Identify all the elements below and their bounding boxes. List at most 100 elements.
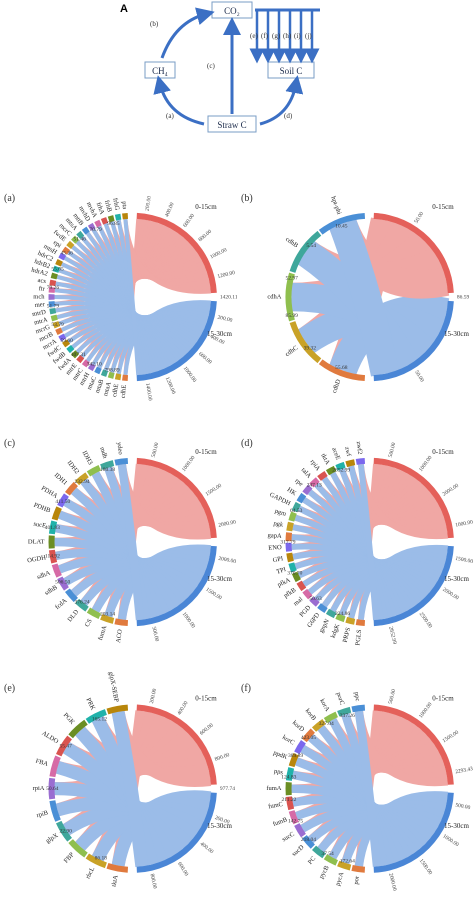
gene-arc xyxy=(122,212,129,220)
gene-arc xyxy=(311,845,326,859)
gene-label: CS xyxy=(84,618,94,629)
gene-label: mtaB xyxy=(94,378,106,394)
chord-diagram-f: (f) por pycA pycB PC sucD sucC fumB fumC fumA pps p… xyxy=(237,655,474,898)
gene-label: fumC xyxy=(268,801,284,811)
gene-arc xyxy=(296,492,307,504)
value-label: 79.26 xyxy=(47,285,60,291)
value-label: 411.50 xyxy=(55,499,70,505)
gene-arc xyxy=(318,212,366,235)
depth-label: 15-30cm xyxy=(207,330,232,338)
gene-label: kdgK xyxy=(330,623,342,639)
gene-arc xyxy=(302,588,313,600)
gene-arc xyxy=(55,327,63,335)
gene-arc xyxy=(86,607,101,619)
depth-arc-15-30cm xyxy=(373,545,454,627)
gene-label: ENO xyxy=(268,544,282,552)
scale-label: 1000.00 xyxy=(455,519,474,528)
gene-arc xyxy=(68,719,88,739)
gene-arc xyxy=(52,321,61,329)
scale-label: 2500.00 xyxy=(418,611,433,629)
co2-label: CO₂ xyxy=(224,6,240,16)
depth-arc-0-15cm xyxy=(373,212,454,294)
gene-arc xyxy=(51,563,62,578)
gene-label: FBA xyxy=(35,758,49,768)
scale-label: 1200.00 xyxy=(164,376,177,395)
gene-label: PDHA xyxy=(40,485,59,500)
panel-letter: (a) xyxy=(4,193,15,204)
gene-label: mer xyxy=(34,301,46,309)
gene-label: glpX xyxy=(45,832,60,845)
gene-arc xyxy=(301,728,315,743)
gene-arc xyxy=(323,854,338,866)
panel-letter: (b) xyxy=(241,193,253,204)
arrow-label: (c) xyxy=(207,62,215,70)
value-label: 142.75 xyxy=(288,819,303,825)
gene-arc xyxy=(74,472,89,486)
gene-arc xyxy=(48,535,55,549)
chord-svg: (a)cdhEcdhEmtaAmtaBmtaCmtrHmtrCmtrEfwdAf… xyxy=(4,193,238,402)
gene-arc xyxy=(288,752,299,768)
gene-label: sucE xyxy=(33,521,47,530)
value-label: 342.10 xyxy=(87,362,102,368)
gene-arc xyxy=(294,739,306,755)
panel-letter: A xyxy=(120,3,128,15)
scale-label: 1200.00 xyxy=(217,270,236,280)
gene-label: HK xyxy=(286,486,298,497)
depth-label: 0-15cm xyxy=(432,448,454,456)
gene-label: cdhC xyxy=(284,345,299,359)
scale-label: 400.00 xyxy=(199,841,215,855)
soil-label: Soil C xyxy=(280,66,303,76)
scale-label: 2000.00 xyxy=(218,519,237,528)
gene-label: sucD xyxy=(291,844,306,858)
scale-label: 200.00 xyxy=(214,815,230,826)
gene-arc xyxy=(114,457,129,466)
scale-label: 1000.00 xyxy=(209,247,228,261)
gene-label: gnpN xyxy=(318,618,331,634)
gene-label: porC xyxy=(335,691,346,706)
gene-label: sucC xyxy=(281,831,296,844)
scale-label: 1000.00 xyxy=(181,611,196,629)
value-label: 376.24 xyxy=(74,600,89,606)
gene-label: pfkB xyxy=(283,586,298,599)
scale-label: 1400.00 xyxy=(144,383,153,402)
scale-label: 2000.00 xyxy=(387,873,397,892)
scale-label: 400.00 xyxy=(164,201,176,217)
depth-arc-15-30cm xyxy=(136,545,217,627)
gene-label: fumB xyxy=(272,816,289,828)
scale-label: 2000.00 xyxy=(218,556,237,565)
arrow-label: (g) xyxy=(272,32,281,40)
chord-diagram-a: (a) cdhE cdhE mtaA mtaB mtaC mtrH mtrC mtrE fwdA f… xyxy=(0,165,238,405)
gene-arc xyxy=(100,460,115,470)
gene-arc xyxy=(51,506,62,521)
depth-arc-15-30cm xyxy=(373,792,454,873)
value-label: 389.89 xyxy=(288,753,303,759)
ch4-label: CH₄ xyxy=(152,66,168,76)
value-label: 86.18 xyxy=(95,856,108,862)
gene-label: hdrA2 xyxy=(31,267,49,278)
gene-arc xyxy=(48,301,56,308)
depth-label: 15-30cm xyxy=(444,575,469,583)
value-label: 218.04 xyxy=(301,837,316,843)
value-label: 798.89 xyxy=(105,367,120,373)
gene-label: frhB xyxy=(103,199,113,213)
gene-arc xyxy=(317,603,328,614)
scale-label: 50.00 xyxy=(413,211,425,225)
gene-label: pps xyxy=(273,768,284,777)
depth-arc-15-30cm xyxy=(136,300,217,382)
gene-label: cdhE xyxy=(111,383,120,397)
gene-label: DLAT xyxy=(28,538,45,545)
chord-svg: (b) cdhD cdhC cdhA cdhB hpt-phi 0-15cm 15-30cm 5… xyxy=(241,193,470,394)
gene-arc xyxy=(296,580,307,592)
gene-arc xyxy=(87,363,96,372)
value-label: 55.68 xyxy=(335,365,348,371)
gene-label: PGD xyxy=(298,604,312,619)
scale-label: 1000.00 xyxy=(181,455,196,473)
scale-label: 1000.00 xyxy=(182,366,198,384)
value-label: 45.36 xyxy=(61,250,74,256)
arrow-label: (h) xyxy=(283,32,292,40)
gene-label: rbcL xyxy=(85,866,97,880)
gene-arc xyxy=(309,477,320,488)
value-label: 53.79 xyxy=(51,322,64,328)
ribbon xyxy=(329,218,400,377)
gene-label: pgm xyxy=(274,508,287,518)
